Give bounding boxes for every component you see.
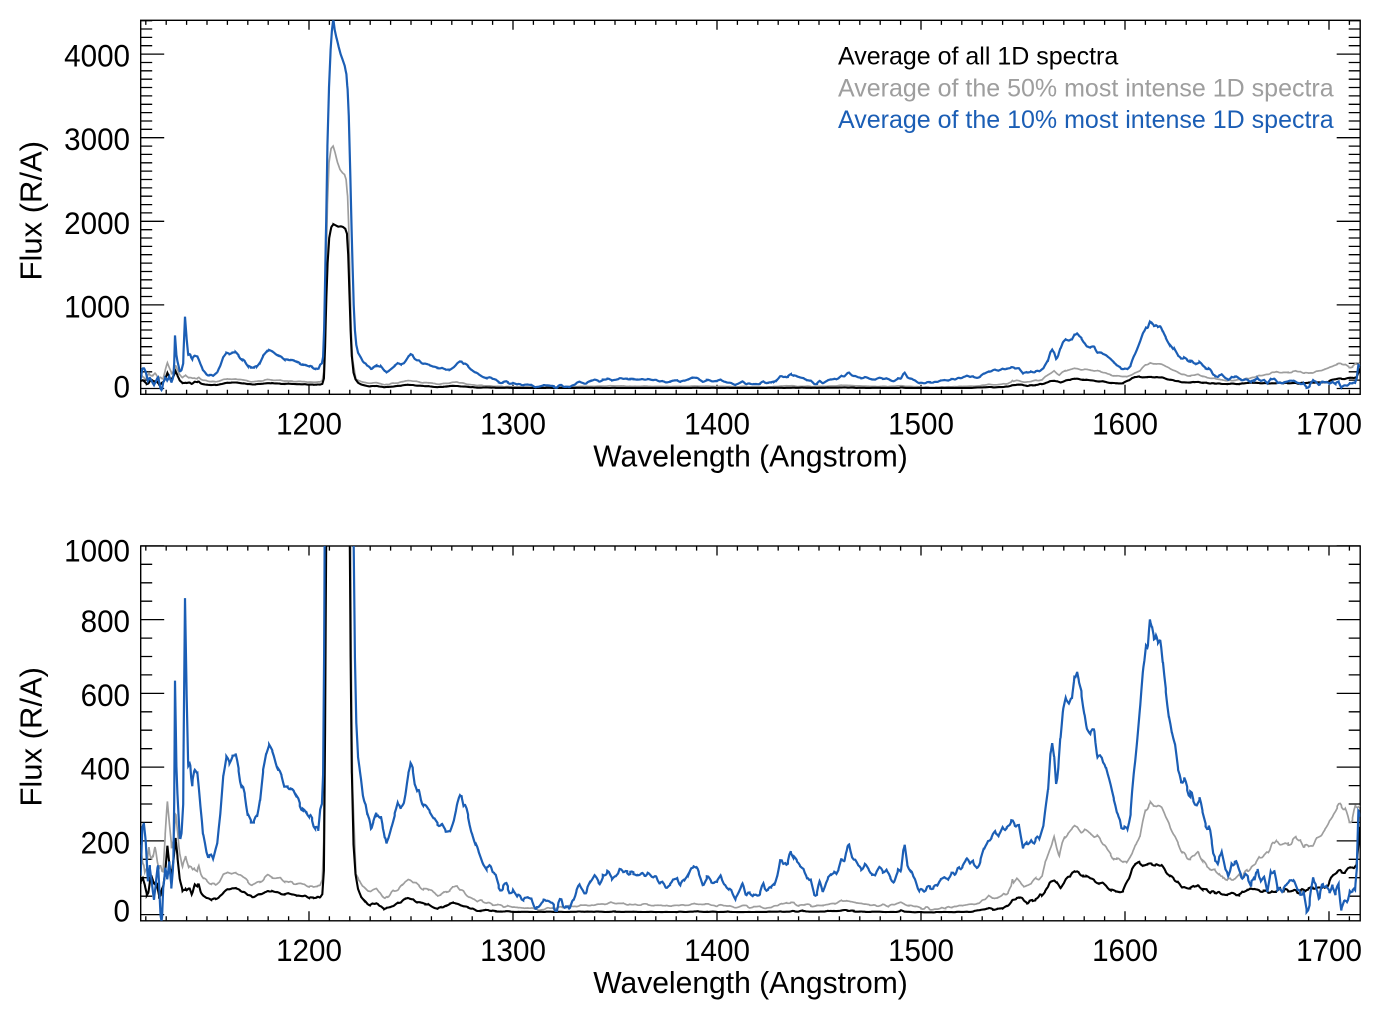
svg-text:Wavelength (Angstrom): Wavelength (Angstrom) — [593, 439, 908, 474]
svg-text:Wavelength (Angstrom): Wavelength (Angstrom) — [593, 966, 908, 1001]
svg-text:Average of the 10% most intens: Average of the 10% most intense 1D spect… — [838, 106, 1334, 134]
svg-text:Average of the 50% most intens: Average of the 50% most intense 1D spect… — [838, 74, 1334, 102]
svg-text:1300: 1300 — [480, 406, 546, 441]
svg-text:1000: 1000 — [64, 534, 130, 569]
svg-text:1500: 1500 — [888, 933, 954, 968]
svg-text:1400: 1400 — [684, 933, 750, 968]
svg-text:1600: 1600 — [1092, 406, 1158, 441]
svg-text:200: 200 — [81, 826, 130, 861]
svg-text:600: 600 — [81, 678, 130, 713]
svg-text:2000: 2000 — [64, 206, 130, 241]
svg-text:1200: 1200 — [276, 933, 342, 968]
svg-text:400: 400 — [81, 752, 130, 787]
svg-text:0: 0 — [114, 894, 130, 929]
svg-text:1200: 1200 — [276, 406, 342, 441]
svg-text:4000: 4000 — [64, 39, 130, 74]
svg-text:1000: 1000 — [64, 290, 130, 325]
svg-text:1600: 1600 — [1092, 933, 1158, 968]
svg-text:Flux (R/A): Flux (R/A) — [14, 141, 49, 281]
svg-text:Average of all 1D spectra: Average of all 1D spectra — [838, 43, 1118, 71]
svg-text:3000: 3000 — [64, 122, 130, 157]
svg-text:800: 800 — [81, 604, 130, 639]
svg-text:1400: 1400 — [684, 406, 750, 441]
svg-text:1700: 1700 — [1296, 933, 1362, 968]
svg-text:1500: 1500 — [888, 406, 954, 441]
svg-text:0: 0 — [114, 370, 130, 405]
svg-text:Flux (R/A): Flux (R/A) — [14, 667, 49, 807]
svg-text:1700: 1700 — [1296, 406, 1362, 441]
svg-text:1300: 1300 — [480, 933, 546, 968]
